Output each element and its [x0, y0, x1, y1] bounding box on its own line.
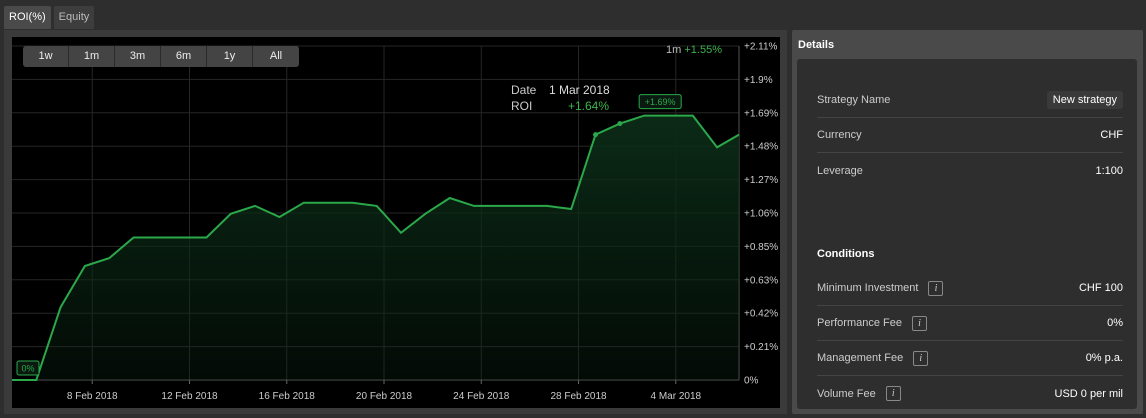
chart-panel: 0% +0.21% +0.42% +0.63% +0.85% +1.06% +1.27% +1… [4, 30, 787, 414]
x-tick-label: 12 Feb 2018 [161, 391, 218, 402]
range-3m-button[interactable]: 3m [115, 46, 161, 67]
currency-value: CHF [1100, 129, 1123, 141]
tooltip-roi-label: ROI [511, 99, 533, 113]
chart-svg: 0% +0.21% +0.42% +0.63% +0.85% +1.06% +1.27% +1… [12, 42, 778, 402]
detail-row-currency: Currency CHF [817, 118, 1123, 153]
range-6m-button[interactable]: 6m [161, 46, 207, 67]
range-1y-button[interactable]: 1y [207, 46, 253, 67]
performance-fee-value: 0% [1107, 317, 1123, 329]
volume-fee-value: USD 0 per mil [1054, 387, 1123, 400]
condition-label: Management Fee [817, 352, 904, 364]
x-tick-label: 16 Feb 2018 [259, 391, 316, 402]
minimum-investment-value: CHF 100 [1078, 282, 1123, 294]
detail-label: Leverage [817, 164, 863, 177]
tooltip-date-label: Date [511, 83, 537, 97]
range-selector: 1w 1m 3m 6m 1y All [23, 46, 299, 67]
period-return: 1m +1.55% [666, 44, 722, 56]
data-point [617, 121, 623, 127]
roi-area [12, 115, 739, 380]
peak-marker-label: +1.69% [645, 97, 676, 107]
details-title: Details [798, 39, 835, 51]
condition-row-volume-fee: Volume Fee i USD 0 per mil [817, 376, 1123, 411]
detail-label: Currency [817, 129, 862, 141]
y-tick-label: 0% [744, 376, 759, 387]
condition-label: Volume Fee [817, 387, 876, 400]
chart-tooltip: Date 1 Mar 2018 ROI +1.64% [511, 82, 610, 114]
chart-tabs: ROI(%) Equity [4, 6, 95, 30]
info-icon[interactable]: i [913, 350, 929, 366]
tooltip-date-value: 1 Mar 2018 [549, 83, 610, 97]
y-tick-label: +0.85% [744, 242, 778, 253]
period-label: 1m [666, 44, 682, 56]
start-marker-label: 0% [21, 364, 34, 374]
condition-row-management-fee: Management Fee i 0% p.a. [817, 341, 1123, 376]
y-tick-label: +1.48% [744, 142, 778, 153]
condition-label: Performance Fee [817, 317, 902, 329]
y-tick-label: +2.11% [744, 42, 778, 53]
details-panel: Details Strategy Name New strategy Curre… [792, 30, 1143, 414]
conditions-title: Conditions [817, 248, 875, 260]
x-tick-label: 28 Feb 2018 [550, 391, 607, 402]
info-icon[interactable]: i [885, 386, 901, 401]
y-tick-label: +1.9% [744, 75, 773, 86]
detail-label: Strategy Name [817, 94, 891, 106]
detail-row-leverage: Leverage 1:100 [817, 153, 1123, 188]
start-marker: 0% [16, 360, 40, 376]
range-1w-button[interactable]: 1w [23, 46, 69, 67]
x-tick-label: 24 Feb 2018 [453, 391, 510, 402]
roi-chart[interactable]: 0% +0.21% +0.42% +0.63% +0.85% +1.06% +1.27% +1… [12, 37, 780, 408]
strategy-name-value: New strategy [1046, 91, 1123, 109]
management-fee-value: 0% p.a. [1085, 352, 1123, 364]
condition-row-performance-fee: Performance Fee i 0% [817, 306, 1123, 341]
y-tick-label: +1.06% [744, 209, 778, 220]
x-tick-label: 4 Mar 2018 [650, 391, 701, 402]
y-tick-label: +0.21% [744, 342, 778, 353]
info-icon[interactable]: i [911, 315, 927, 331]
x-tick-label: 20 Feb 2018 [356, 391, 413, 402]
x-tick-label: 8 Feb 2018 [67, 391, 118, 402]
range-all-button[interactable]: All [253, 46, 299, 67]
data-point [593, 132, 599, 138]
tab-equity[interactable]: Equity [53, 6, 95, 29]
tab-roi[interactable]: ROI(%) [4, 6, 51, 29]
condition-label: Minimum Investment [817, 282, 919, 294]
details-body: Strategy Name New strategy Currency CHF … [797, 59, 1137, 409]
y-tick-label: +0.42% [744, 309, 778, 320]
peak-marker: +1.69% [638, 94, 682, 110]
y-tick-label: +0.63% [744, 275, 778, 286]
range-1m-button[interactable]: 1m [69, 46, 115, 67]
y-tick-label: +1.27% [744, 175, 778, 186]
tooltip-roi-value: +1.64% [567, 99, 609, 113]
leverage-value: 1:100 [1095, 164, 1123, 177]
info-icon[interactable]: i [928, 280, 944, 296]
y-tick-label: +1.69% [744, 108, 778, 119]
detail-row-strategy-name: Strategy Name New strategy [817, 83, 1123, 118]
condition-row-minimum-investment: Minimum Investment i CHF 100 [817, 271, 1123, 306]
period-value: +1.55% [684, 44, 722, 56]
